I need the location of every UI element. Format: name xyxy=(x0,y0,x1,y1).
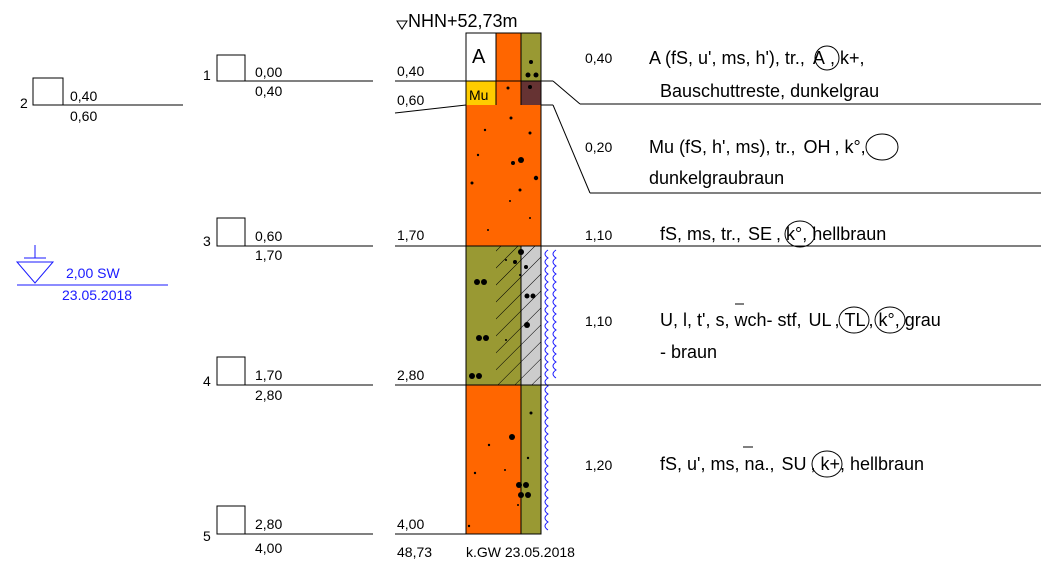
layer-su-fill xyxy=(466,385,521,534)
sample-5: 5 2,80 4,00 xyxy=(203,505,373,556)
svg-text:4: 4 xyxy=(203,373,211,389)
svg-text:1: 1 xyxy=(203,67,211,83)
groundwater-level: 2,00 SW 23.05.2018 xyxy=(15,245,168,303)
svg-text:0,40: 0,40 xyxy=(255,83,282,99)
groundwater-date: 23.05.2018 xyxy=(62,287,132,303)
layer-descriptions: 0,40 0,20 1,10 1,10 1,20 A (fS, u', ms, … xyxy=(585,45,941,478)
soil-column xyxy=(465,32,542,535)
grain-dots xyxy=(467,60,539,528)
layer-su-desc: fS, u', ms, na., SU, k+, hellbraun xyxy=(660,454,924,474)
layer-se-fill xyxy=(466,105,541,246)
svg-text:dunkelgraubraun: dunkelgraubraun xyxy=(649,168,784,188)
sample-4: 4 1,70 2,80 xyxy=(203,356,373,403)
groundwater-triangle-icon xyxy=(15,261,55,284)
svg-text:0,60: 0,60 xyxy=(397,92,424,108)
groundwater-note: k.GW 23.05.2018 xyxy=(466,544,575,560)
triangle-down-icon xyxy=(396,20,408,30)
svg-text:2,80: 2,80 xyxy=(255,387,282,403)
svg-text:1,10: 1,10 xyxy=(585,313,612,329)
sample-3: 3 0,60 1,70 xyxy=(203,217,373,263)
svg-text:1,70: 1,70 xyxy=(397,227,424,243)
layer-symbol-a: A xyxy=(472,46,486,68)
layer-mu-fill xyxy=(466,81,496,105)
elevation-label: NHN+52,73m xyxy=(408,11,518,31)
svg-text:1,70: 1,70 xyxy=(255,247,282,263)
layer-a-desc: A (fS, u', ms, h'), tr., A, k+, xyxy=(649,48,864,68)
layer-a-fill xyxy=(466,33,496,81)
svg-text:- braun: - braun xyxy=(660,342,717,362)
elevation-marker: NHN+52,73m xyxy=(396,11,518,31)
svg-text:1,20: 1,20 xyxy=(585,457,612,473)
svg-text:0,60: 0,60 xyxy=(255,228,282,244)
svg-text:4,00: 4,00 xyxy=(255,540,282,556)
depth-marks: 0,40 0,60 1,70 2,80 4,00 xyxy=(397,63,424,532)
svg-text:0,60: 0,60 xyxy=(70,108,97,124)
layer-mu-desc: Mu (fS, h', ms), tr., OH, k°, xyxy=(649,137,866,157)
svg-text:3: 3 xyxy=(203,233,211,249)
svg-text:5: 5 xyxy=(203,528,211,544)
layer-boundaries xyxy=(394,80,1041,535)
bottom-elevation: 48,73 xyxy=(397,544,432,560)
sample-1: 1 0,00 0,40 xyxy=(203,54,373,99)
svg-text:2,80: 2,80 xyxy=(397,367,424,383)
sample-2: 2 0,40 0,60 xyxy=(20,77,183,124)
groundwater-wave-icon xyxy=(544,249,557,531)
svg-text:0,40: 0,40 xyxy=(585,50,612,66)
svg-text:1,10: 1,10 xyxy=(585,227,612,243)
svg-text:2: 2 xyxy=(20,95,28,111)
svg-text:0,40: 0,40 xyxy=(70,88,97,104)
svg-text:4,00: 4,00 xyxy=(397,516,424,532)
svg-text:0,20: 0,20 xyxy=(585,139,612,155)
layer-symbol-mu: Mu xyxy=(469,87,488,103)
layer-se-desc: fS, ms, tr., SE, k°, hellbraun xyxy=(660,224,886,244)
svg-text:0,40: 0,40 xyxy=(397,63,424,79)
svg-text:Bauschuttreste, dunkelgrau: Bauschuttreste, dunkelgrau xyxy=(660,81,879,101)
svg-text:0,00: 0,00 xyxy=(255,64,282,80)
groundwater-depth: 2,00 SW xyxy=(66,265,120,281)
svg-text:1,70: 1,70 xyxy=(255,367,282,383)
svg-text:2,80: 2,80 xyxy=(255,516,282,532)
layer-u-desc: U, l, t', s, wch- stf, UL, TL, k°, grau xyxy=(660,310,941,330)
